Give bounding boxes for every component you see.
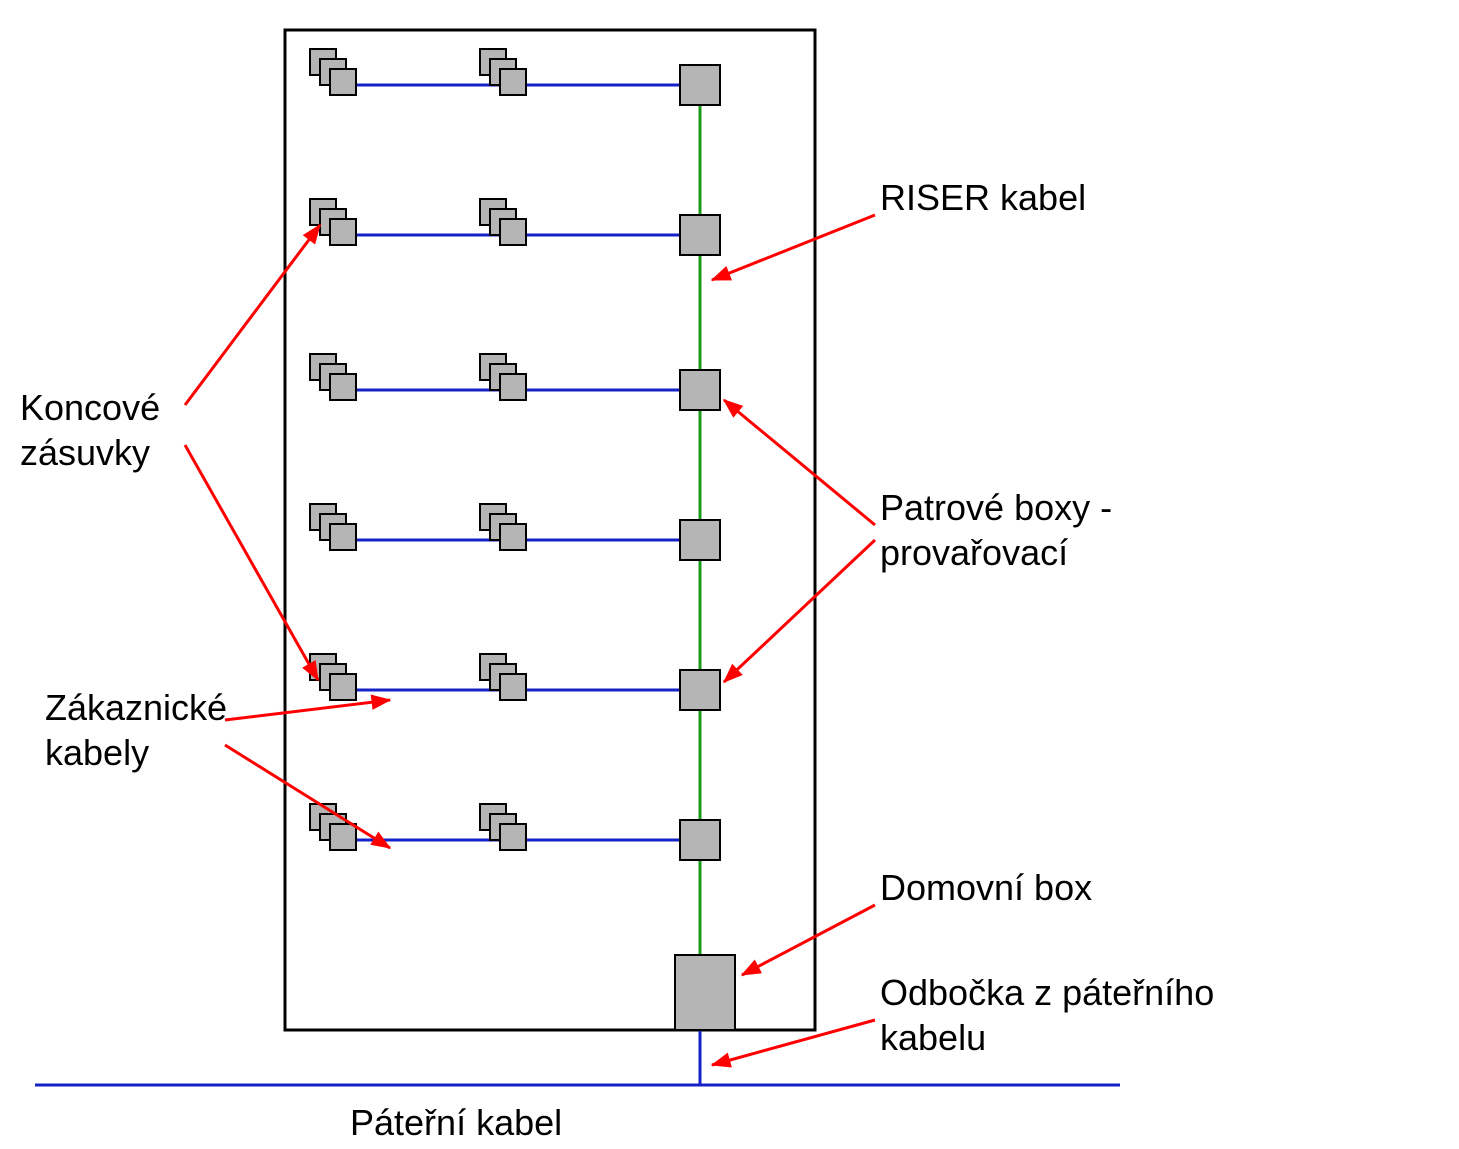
floor-box — [680, 820, 720, 860]
label-text: zásuvky — [20, 432, 150, 473]
network-diagram: RISER kabel Koncovézásuvky Patrové boxy -p… — [0, 0, 1459, 1149]
label-text: Koncové — [20, 387, 160, 428]
outlet-socket — [500, 674, 526, 700]
label-text: provařovací — [880, 532, 1068, 573]
label-riser: RISER kabel — [880, 177, 1086, 218]
outlet-socket — [330, 674, 356, 700]
floor-box — [680, 520, 720, 560]
outlet-socket — [330, 824, 356, 850]
label-text: RISER kabel — [880, 177, 1086, 218]
outlet-socket — [500, 524, 526, 550]
label-text: Odbočka z páteřního — [880, 972, 1214, 1013]
floor-box — [680, 670, 720, 710]
outlet-socket — [500, 219, 526, 245]
floor-box — [680, 65, 720, 105]
outlet-socket — [330, 69, 356, 95]
label-domovni: Domovní box — [880, 867, 1092, 908]
floor-box — [680, 370, 720, 410]
label-text: Páteřní kabel — [350, 1102, 562, 1143]
house-box — [675, 955, 735, 1030]
label-text: Domovní box — [880, 867, 1092, 908]
label-paterni: Páteřní kabel — [350, 1102, 562, 1143]
label-text: kabelu — [880, 1017, 986, 1058]
label-text: Zákaznické — [45, 687, 227, 728]
outlet-socket — [500, 824, 526, 850]
label-text: Patrové boxy - — [880, 487, 1112, 528]
floor-box — [680, 215, 720, 255]
outlet-socket — [330, 219, 356, 245]
outlet-socket — [500, 374, 526, 400]
outlet-socket — [330, 524, 356, 550]
label-text: kabely — [45, 732, 149, 773]
outlet-socket — [500, 69, 526, 95]
outlet-socket — [330, 374, 356, 400]
